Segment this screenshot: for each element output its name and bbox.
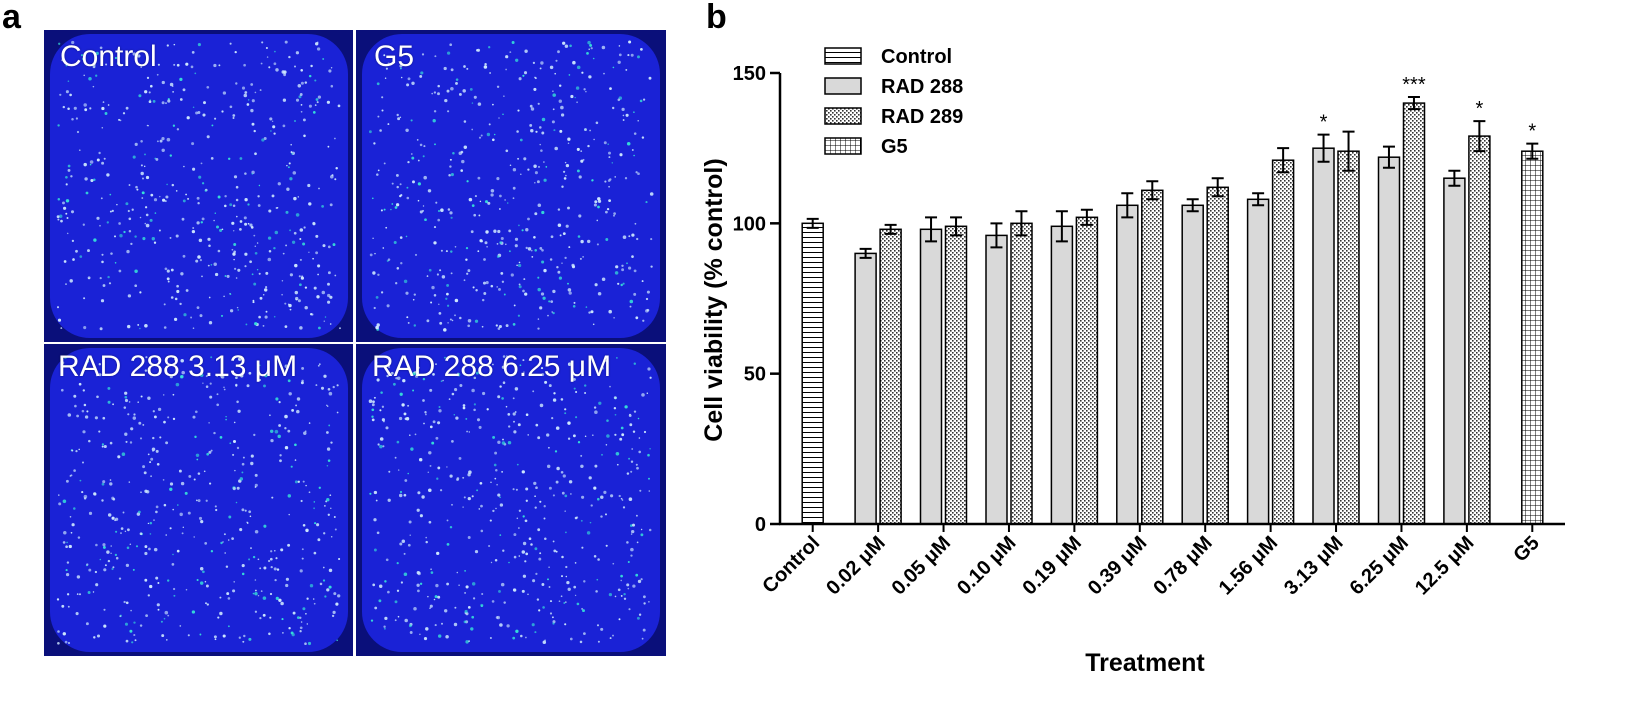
error-bar-g5-11 bbox=[1526, 142, 1539, 160]
bar-rad-288-4 bbox=[1050, 225, 1074, 525]
micrograph-label-control: Control bbox=[60, 40, 157, 73]
bar-rad-289-8 bbox=[1337, 150, 1360, 525]
y-axis-label: Cell viability (% control) bbox=[700, 158, 728, 441]
error-bar-rad-288-7 bbox=[1252, 192, 1265, 207]
error-bar-rad-289-10 bbox=[1473, 120, 1486, 153]
bar-rad-288-10 bbox=[1443, 177, 1466, 525]
error-bar-rad-289-9 bbox=[1407, 96, 1420, 111]
x-axis-label: Treatment bbox=[1085, 649, 1205, 677]
x-tick-label: 0.05 μM bbox=[888, 532, 955, 599]
x-tick-label: 12.5 μM bbox=[1411, 532, 1478, 599]
significance-label: * bbox=[1320, 112, 1328, 134]
x-tick-label: 0.39 μM bbox=[1084, 532, 1151, 599]
error-bar-rad-289-1 bbox=[884, 223, 897, 235]
legend-entry-g5: G5 bbox=[824, 136, 908, 158]
y-tick-label: 0 bbox=[755, 514, 766, 536]
y-tick-label: 150 bbox=[733, 63, 766, 85]
panel-a-letter: a bbox=[2, 0, 21, 36]
legend-swatch bbox=[824, 77, 862, 95]
error-bar-rad-288-3 bbox=[990, 222, 1003, 249]
x-tick-label: 0.19 μM bbox=[1018, 532, 1085, 599]
y-tick-label: 50 bbox=[744, 364, 766, 386]
significance-label: * bbox=[1528, 121, 1536, 143]
legend-label: G5 bbox=[881, 136, 908, 158]
bar-rad-288-3 bbox=[985, 234, 1008, 525]
bar-rad-288-1 bbox=[854, 252, 877, 525]
error-bar-rad-288-6 bbox=[1186, 198, 1199, 213]
bar-rad-289-9 bbox=[1402, 102, 1426, 525]
legend-entry-control: Control bbox=[824, 46, 952, 68]
legend-entry-rad-289: RAD 289 bbox=[824, 106, 963, 128]
bar-rad-289-10 bbox=[1468, 135, 1491, 525]
legend-label: RAD 289 bbox=[881, 106, 963, 128]
bar-rad-289-2 bbox=[944, 225, 968, 525]
bar-rad-289-5 bbox=[1141, 189, 1164, 525]
micrograph-label-rad288-625: RAD 288 6.25 μM bbox=[372, 350, 612, 383]
error-bar-rad-289-8 bbox=[1342, 130, 1355, 172]
x-tick-label: 0.02 μM bbox=[822, 532, 889, 599]
x-tick-label: 6.25 μM bbox=[1346, 532, 1413, 599]
error-bar-rad-289-7 bbox=[1277, 147, 1290, 174]
error-bar-rad-288-4 bbox=[1055, 210, 1068, 243]
significance-label: *** bbox=[1402, 74, 1426, 96]
bar-g5-11 bbox=[1521, 150, 1544, 525]
legend-entry-rad-288: RAD 288 bbox=[824, 76, 963, 98]
bar-rad-289-3 bbox=[1010, 222, 1033, 525]
error-bar-rad-289-5 bbox=[1146, 180, 1159, 201]
error-bar-rad-288-1 bbox=[859, 247, 872, 259]
bar-rad-288-5 bbox=[1116, 204, 1139, 525]
error-bar-rad-288-2 bbox=[925, 216, 938, 243]
bar-rad-289-7 bbox=[1271, 159, 1295, 525]
micrograph-label-rad288-313: RAD 288 3.13 μM bbox=[58, 350, 298, 383]
bar-rad-289-6 bbox=[1206, 186, 1229, 525]
error-bar-rad-288-10 bbox=[1448, 169, 1461, 187]
x-tick-label: G5 bbox=[1509, 532, 1543, 566]
x-tick-label: 0.78 μM bbox=[1149, 532, 1216, 599]
error-bar-rad-288-5 bbox=[1121, 192, 1134, 219]
bar-rad-289-1 bbox=[879, 228, 902, 525]
x-tick-label: Control bbox=[758, 532, 824, 598]
y-tick-label: 100 bbox=[733, 213, 766, 235]
legend-swatch bbox=[824, 107, 862, 125]
micrograph-image-1 bbox=[356, 30, 666, 342]
error-bar-rad-288-9 bbox=[1382, 145, 1395, 169]
x-tick-label: 3.13 μM bbox=[1280, 532, 1347, 599]
significance-label: * bbox=[1475, 98, 1483, 120]
error-bar-rad-289-4 bbox=[1080, 208, 1093, 226]
bar-rad-288-2 bbox=[919, 228, 943, 525]
panel-b-letter: b bbox=[706, 0, 727, 36]
bar-control-0 bbox=[801, 222, 824, 525]
legend-label: Control bbox=[881, 46, 952, 68]
error-bar-control-0 bbox=[806, 217, 819, 229]
error-bar-rad-289-2 bbox=[950, 216, 963, 237]
x-tick-label: 1.56 μM bbox=[1215, 532, 1282, 599]
bar-rad-289-4 bbox=[1075, 216, 1099, 525]
error-bar-rad-289-3 bbox=[1015, 210, 1028, 237]
error-bar-rad-288-8 bbox=[1317, 133, 1330, 163]
micrograph-image-2 bbox=[44, 344, 354, 656]
micrograph-label-g5: G5 bbox=[374, 40, 415, 73]
error-bar-rad-289-6 bbox=[1211, 177, 1224, 198]
bar-rad-288-7 bbox=[1246, 198, 1270, 525]
legend-swatch bbox=[824, 137, 862, 155]
bar-rad-288-6 bbox=[1181, 204, 1204, 525]
micrograph-image-0 bbox=[44, 30, 354, 342]
micrograph-image-3 bbox=[356, 344, 666, 656]
legend-label: RAD 288 bbox=[881, 76, 963, 98]
legend-swatch bbox=[824, 47, 862, 65]
micrograph-grid bbox=[44, 30, 700, 696]
x-tick-label: 0.10 μM bbox=[953, 532, 1020, 599]
bar-rad-288-8 bbox=[1312, 147, 1335, 525]
micrograph-panel: Control G5 RAD 288 3.13 μM RAD 288 6.25 … bbox=[44, 30, 700, 696]
bar-rad-288-9 bbox=[1377, 156, 1401, 525]
